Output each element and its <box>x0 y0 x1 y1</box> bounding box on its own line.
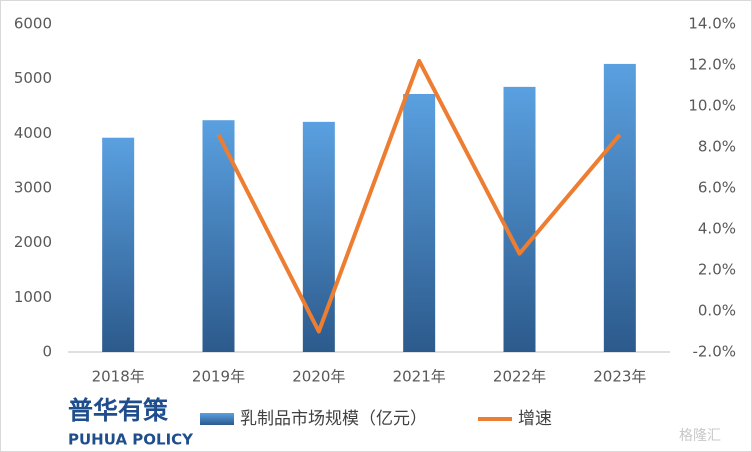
y-tick-label: 1000 <box>14 288 52 306</box>
x-tick-label: 2018年 <box>92 368 145 386</box>
x-tick-label: 2020年 <box>292 368 345 386</box>
y2-tick-label: 6.0% <box>698 179 736 197</box>
logo-subtitle: PUHUA POLICY <box>68 431 194 449</box>
x-tick-label: 2021年 <box>393 368 446 386</box>
watermark: 格隆汇 <box>679 428 721 444</box>
bar <box>503 86 536 352</box>
bar <box>302 121 335 352</box>
y-tick-label: 3000 <box>14 179 52 197</box>
bar <box>102 137 135 352</box>
legend-swatch <box>200 413 234 425</box>
y2-tick-label: 2.0% <box>698 261 736 279</box>
legend-label: 乳制品市场规模（亿元） <box>240 409 427 429</box>
y2-tick-label: 14.0% <box>688 15 736 33</box>
y2-tick-label: -2.0% <box>692 343 736 361</box>
y-tick-label: 4000 <box>14 124 52 142</box>
y-tick-label: 2000 <box>14 233 52 251</box>
y-tick-label: 5000 <box>14 69 52 87</box>
legend-label: 增速 <box>518 409 552 429</box>
logo-name: 普华有策 <box>68 396 169 425</box>
y-tick-label: 0 <box>42 343 52 361</box>
bar <box>403 93 436 353</box>
y2-tick-label: 10.0% <box>688 97 736 115</box>
y2-tick-label: 8.0% <box>698 138 736 156</box>
y2-tick-label: 12.0% <box>688 56 736 74</box>
y2-tick-label: 0.0% <box>698 302 736 320</box>
y-tick-label: 6000 <box>14 15 52 33</box>
line <box>216 58 622 334</box>
bar <box>603 63 636 352</box>
x-tick-label: 2023年 <box>593 368 646 386</box>
y2-tick-label: 4.0% <box>698 220 736 238</box>
x-tick-label: 2019年 <box>192 368 245 386</box>
x-tick-label: 2022年 <box>493 368 546 386</box>
